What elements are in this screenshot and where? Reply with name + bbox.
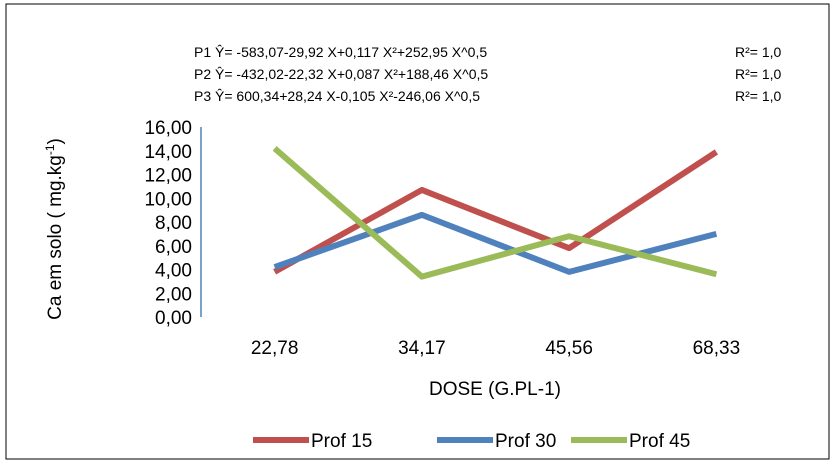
- y-tick-label: 8,00: [155, 213, 192, 234]
- x-tick-label: 22,78: [251, 338, 299, 359]
- y-tick-label: 10,00: [144, 189, 192, 210]
- y-tick-label: 6,00: [155, 237, 192, 258]
- x-tick-label: 34,17: [398, 338, 446, 359]
- r2-p2: R²= 1,0: [735, 66, 782, 82]
- y-axis-title-end: ): [45, 138, 66, 144]
- y-tick-label: 2,00: [155, 284, 192, 305]
- chart-border: [5, 3, 830, 460]
- series-line-2: [273, 211, 718, 275]
- x-axis-title: DOSE (G.PL-1): [429, 379, 561, 400]
- x-ticks: 22,78 34,17 45,56 68,33: [251, 338, 740, 359]
- x-tick-label: 45,56: [545, 338, 593, 359]
- y-tick-label: 4,00: [155, 261, 192, 282]
- y-tick-label: 0,00: [155, 308, 192, 329]
- r2-p3: R²= 1,0: [735, 88, 782, 104]
- equation-p2: P2 Ŷ= -432,02-22,32 X+0,087 X²+188,46 X^…: [194, 66, 488, 82]
- legend-label-2: Prof 30: [495, 431, 556, 452]
- r2-p1: R²= 1,0: [735, 44, 782, 60]
- y-tick-label: 12,00: [144, 166, 192, 187]
- series-line-1: [273, 149, 719, 275]
- y-axis-title-sup: -1: [43, 144, 57, 155]
- legend-label-3: Prof 45: [629, 431, 690, 452]
- y-axis-title: Ca em solo ( mg.kg-1): [43, 138, 66, 320]
- y-axis-title-main: Ca em solo ( mg.kg: [45, 155, 66, 320]
- legend: Prof 15 Prof 30 Prof 45: [253, 431, 690, 452]
- equation-p3: P3 Ŷ= 600,34+28,24 X-0,105 X²-246,06 X^0…: [194, 88, 480, 104]
- series-line-3: [272, 146, 718, 280]
- series-lines: [272, 146, 719, 280]
- legend-label-1: Prof 15: [311, 431, 372, 452]
- equations: P1 Ŷ= -583,07-29,92 X+0,117 X²+252,95 X^…: [194, 44, 782, 104]
- x-tick-label: 68,33: [693, 338, 741, 359]
- equation-p1: P1 Ŷ= -583,07-29,92 X+0,117 X²+252,95 X^…: [194, 44, 487, 60]
- y-tick-label: 14,00: [144, 142, 192, 163]
- y-tick-label: 16,00: [144, 118, 192, 139]
